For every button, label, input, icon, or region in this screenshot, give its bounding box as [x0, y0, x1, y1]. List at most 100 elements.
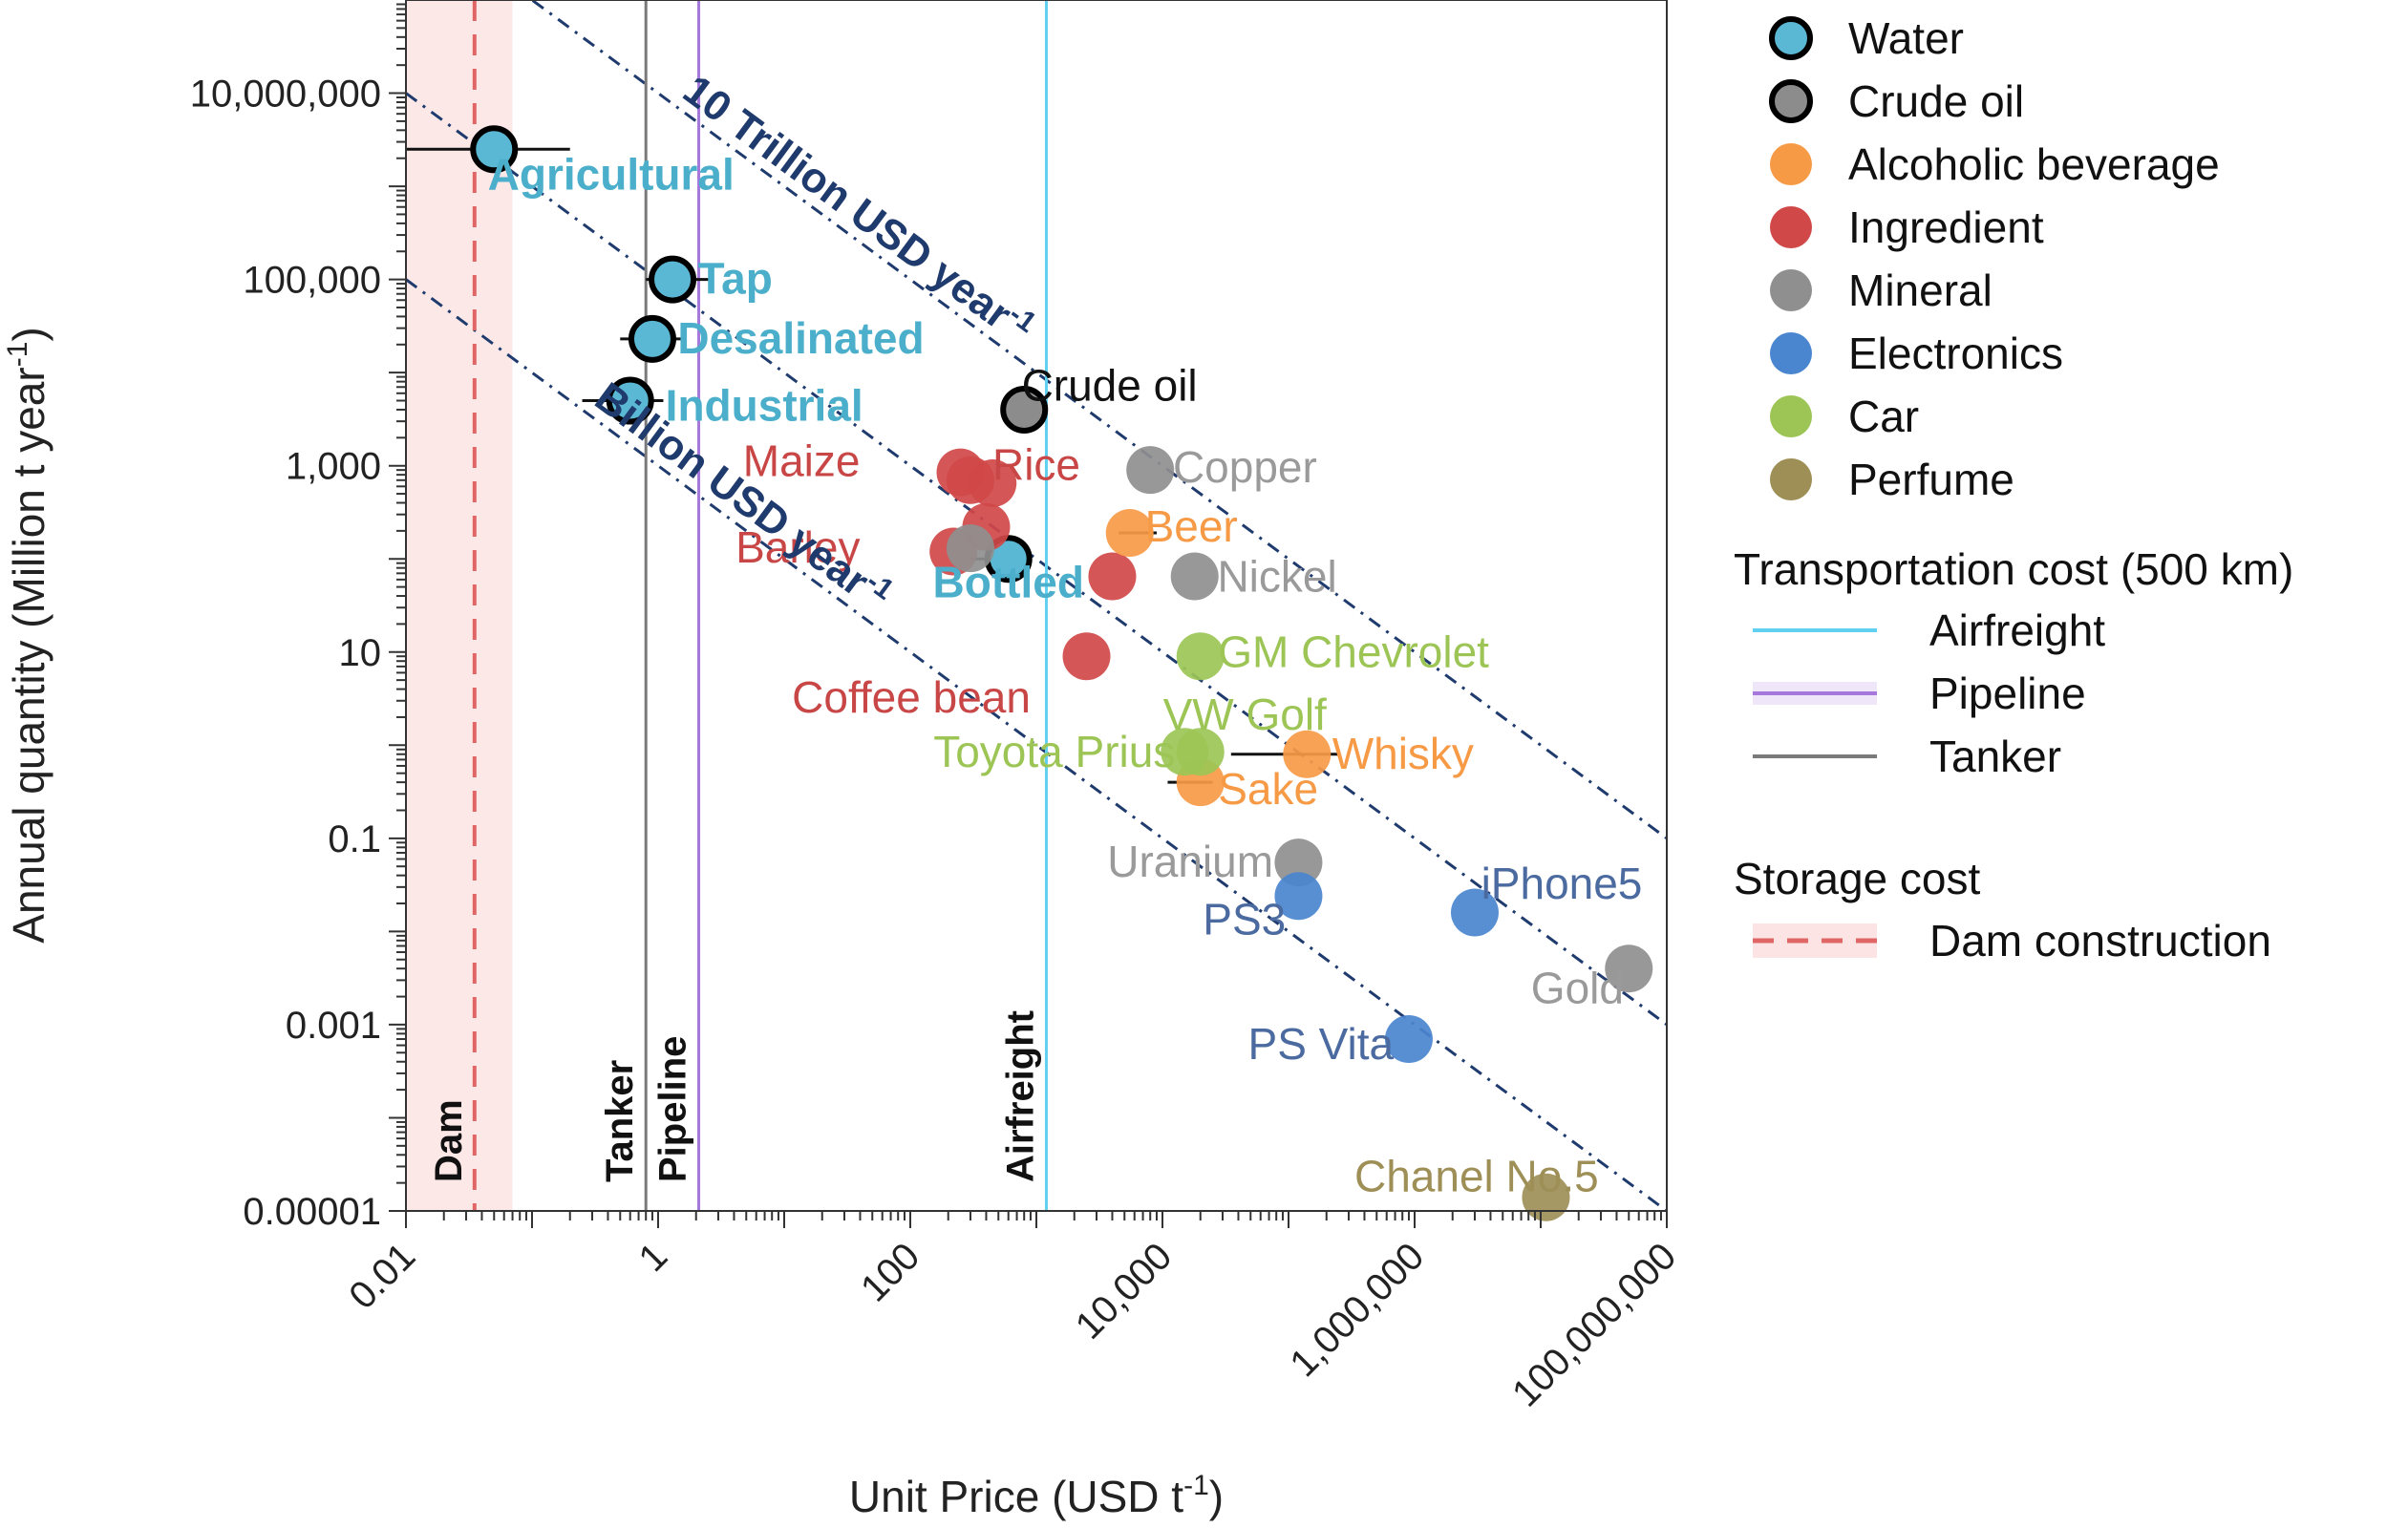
label-bottled: Bottled — [933, 558, 1084, 607]
legend-label: Mineral — [1848, 265, 1992, 315]
point-gold — [1605, 944, 1653, 993]
point-chanel-no-5 — [1522, 1173, 1570, 1221]
legend-transport-airfreight: Airfreight — [1753, 605, 2105, 655]
label-toyota-prius: Toyota Prius — [933, 727, 1175, 776]
y-axis-title: Annual quantity (Million t year-1) — [2, 327, 53, 943]
marker-mineral — [1170, 552, 1219, 601]
vline-label-airfreight: Airfreight — [999, 1010, 1041, 1182]
legend-item-electronics: Electronics — [1770, 329, 2063, 378]
label-tap: Tap — [697, 254, 772, 304]
label-maize: Maize — [743, 436, 861, 486]
label-gm-chevrolet: GM Chevrolet — [1218, 626, 1489, 676]
guide-line-3 — [406, 278, 1667, 1211]
legend-storage: Storage cost Dam construction — [1734, 854, 2271, 966]
legend-transport-title: Transportation cost (500 km) — [1734, 544, 2293, 594]
point-industrial — [582, 376, 664, 425]
point-mineral-13 — [946, 524, 994, 573]
label-coffee-bean: Coffee bean — [792, 672, 1031, 722]
legend-marker — [1769, 16, 1813, 60]
legend-marker — [1770, 458, 1812, 500]
marker-water — [470, 125, 519, 174]
point-ps-vita — [1384, 1015, 1433, 1064]
legend-label: Ingredient — [1848, 202, 2044, 252]
legend-label: Electronics — [1848, 329, 2063, 378]
marker-electronics — [1384, 1015, 1433, 1064]
legend-item-alcoholic-beverage: Alcoholic beverage — [1770, 139, 2220, 189]
x-tick-label: 100,000,000 — [1504, 1235, 1684, 1414]
legend-marker — [1770, 143, 1812, 185]
marker-crude — [1000, 385, 1049, 434]
legend-label: Airfreight — [1929, 605, 2105, 655]
label-nickel: Nickel — [1217, 551, 1336, 601]
legend-item-car: Car — [1770, 392, 1919, 441]
legend-marker — [1770, 206, 1812, 248]
marker-mineral — [1126, 446, 1175, 495]
label-vw-golf: VW Golf — [1163, 690, 1327, 739]
y-tick-label: 10 — [339, 632, 382, 674]
y-tick-label: 0.00001 — [243, 1191, 381, 1233]
label-desalinated: Desalinated — [677, 313, 924, 363]
point-agricultural — [406, 125, 570, 174]
y-tick-label: 10,000,000 — [190, 74, 381, 116]
marker-ingredient — [1088, 552, 1137, 601]
x-axis-title: Unit Price (USD t-1) — [849, 1470, 1224, 1521]
x-tick-label: 0.01 — [341, 1235, 423, 1317]
label-agricultural: Agricultural — [488, 150, 735, 200]
label-barley: Barley — [735, 522, 860, 572]
point-iphone5 — [1450, 888, 1499, 937]
band-dam — [406, 0, 513, 1211]
marker-perfume — [1522, 1173, 1570, 1221]
x-tick-label: 1,000,000 — [1282, 1235, 1432, 1385]
vline-label-dam: Dam — [428, 1099, 470, 1182]
legend-label: Perfume — [1848, 455, 2014, 504]
marker-alcohol — [1283, 730, 1332, 778]
x-tick-label: 100 — [853, 1235, 927, 1309]
legend-transport-tanker: Tanker — [1753, 732, 2061, 781]
legend-label: Crude oil — [1848, 76, 2024, 126]
legend-marker — [1770, 332, 1812, 374]
guide-line-1 — [529, 0, 1667, 840]
point-copper — [1126, 446, 1175, 495]
point-nickel — [1170, 552, 1219, 601]
legend-label: Water — [1848, 13, 1964, 63]
legend-item-crude-oil: Crude oil — [1769, 76, 2024, 126]
marker-water — [628, 314, 676, 363]
label-uranium: Uranium — [1107, 837, 1273, 886]
point-uranium — [1274, 838, 1323, 887]
point-whisky — [1230, 730, 1339, 778]
y-axis-title-end: ) — [4, 327, 53, 341]
legend-item-mineral: Mineral — [1770, 265, 1992, 315]
legend-item-water: Water — [1769, 13, 1964, 63]
legend-storage-title: Storage cost — [1734, 854, 1980, 903]
point-crude-oil — [1000, 385, 1049, 434]
marker-car — [1176, 728, 1225, 776]
marker-mineral — [1605, 944, 1653, 993]
label-rice: Rice — [992, 440, 1080, 490]
point-ingredient-8 — [969, 458, 1017, 507]
y-axis-title-sup: -1 — [2, 342, 33, 368]
legend-marker — [1770, 269, 1812, 311]
vline-label-tanker: Tanker — [599, 1060, 641, 1182]
x-axis-title-end: ) — [1209, 1472, 1224, 1521]
legend-label: Car — [1848, 392, 1919, 441]
label-iphone5: iPhone5 — [1481, 859, 1643, 908]
legend-transport-pipeline: Pipeline — [1753, 668, 2086, 718]
point-beer — [1105, 509, 1157, 558]
vline-label-pipeline: Pipeline — [652, 1036, 694, 1182]
point-ps3 — [1274, 872, 1323, 921]
legend-item-ingredient: Ingredient — [1770, 202, 2044, 252]
legend-marker — [1769, 79, 1813, 123]
x-axis-title-sup: -1 — [1183, 1470, 1209, 1501]
legend: Water Crude oil Alcoholic beverage Ingredie… — [1769, 13, 2220, 504]
marker-water — [606, 376, 654, 425]
marker-mineral — [946, 524, 994, 573]
guide-label-1: 10 Trillion USD year-1 — [674, 64, 1042, 353]
legend-label: Tanker — [1929, 732, 2061, 781]
legend-item-perfume: Perfume — [1770, 455, 2014, 504]
y-tick-label: 100,000 — [243, 260, 381, 302]
x-axis-title-main: Unit Price (USD t — [849, 1472, 1183, 1521]
legend-storage-dam-construction: Dam construction — [1753, 916, 2271, 966]
marker-water — [649, 255, 697, 304]
guide-line-2 — [406, 92, 1667, 1027]
